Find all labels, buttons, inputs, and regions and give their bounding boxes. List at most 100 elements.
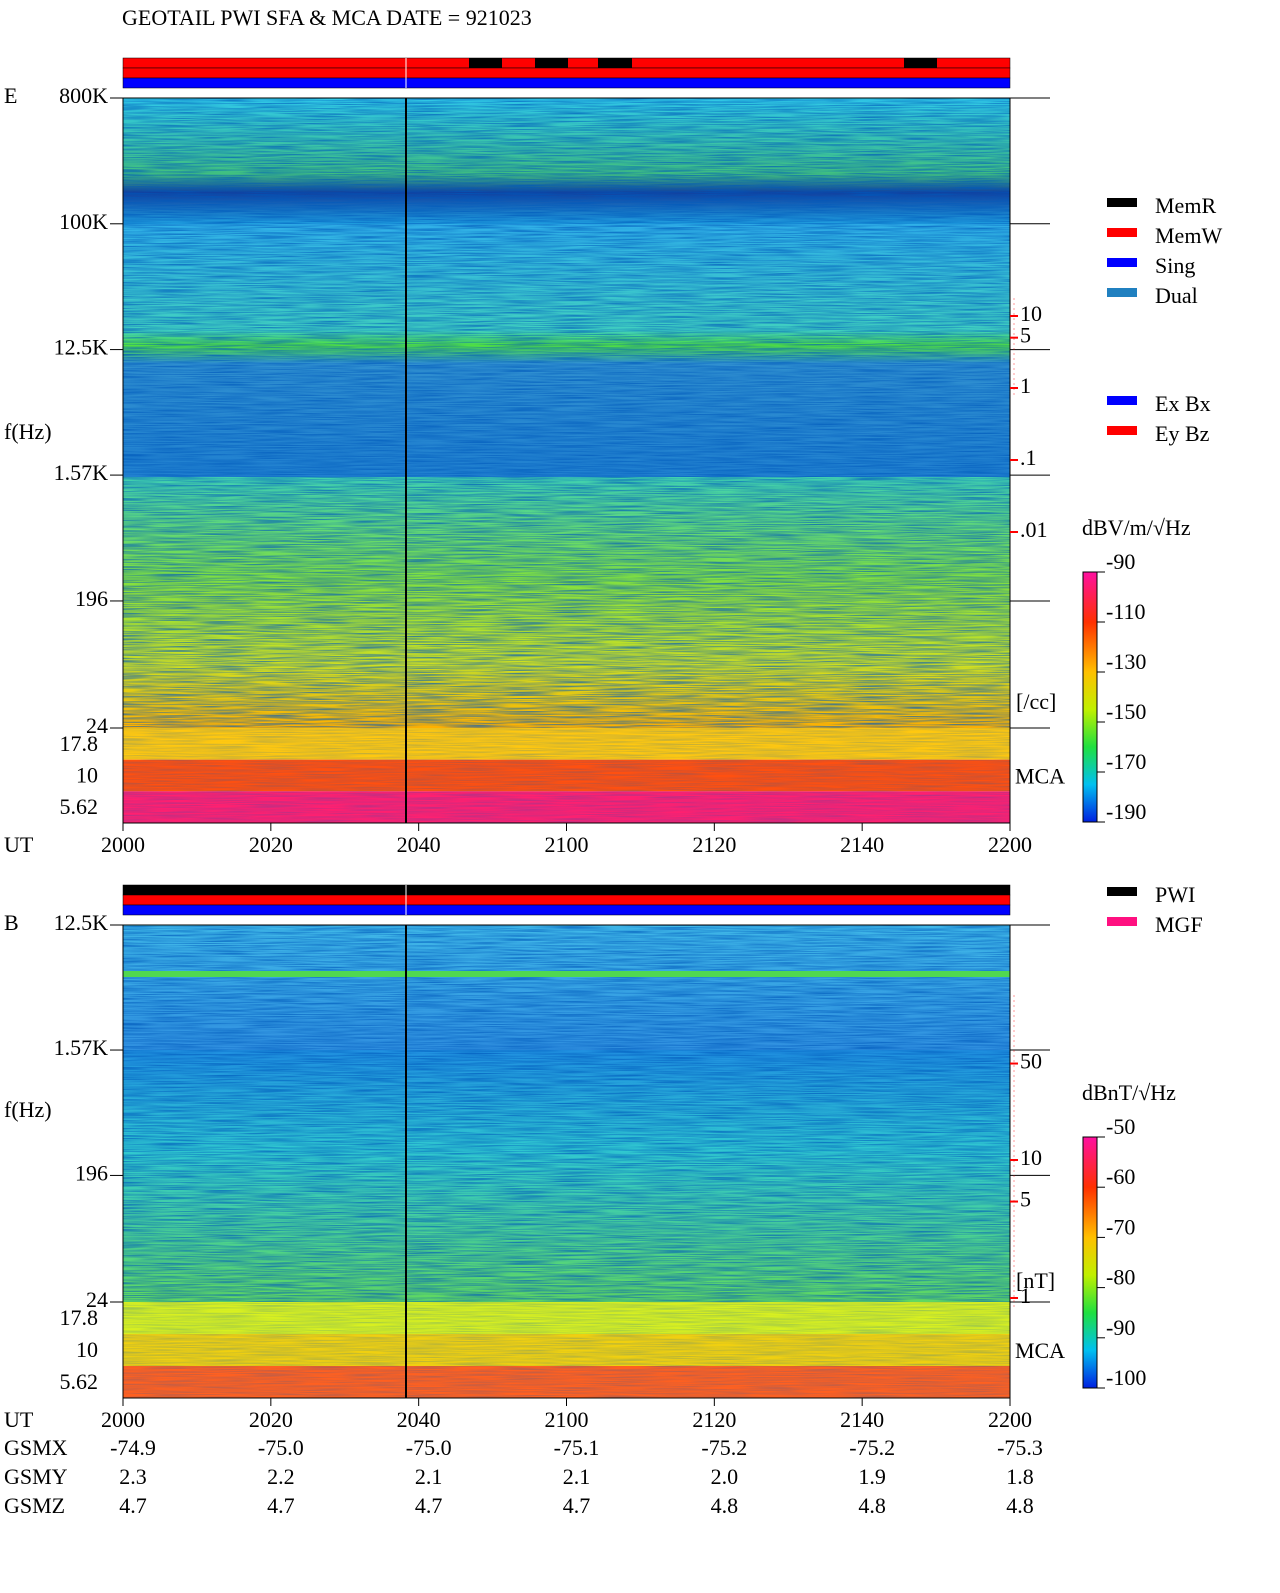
x-tick-label: 2100 — [545, 1407, 589, 1432]
mca-channel-label: 10 — [76, 763, 98, 788]
legend-label: Ex Bx — [1155, 391, 1211, 416]
right-scale-label: .1 — [1020, 445, 1037, 470]
orbit-value: 2.2 — [267, 1464, 295, 1489]
mca-noise — [123, 728, 1010, 760]
status-bar — [122, 894, 1011, 906]
colorbar — [1082, 1136, 1098, 1389]
orbit-value: 2.1 — [563, 1464, 591, 1489]
orbit-value: 2.3 — [119, 1464, 147, 1489]
y-tick-label: 24 — [86, 1287, 108, 1312]
spectrogram-noise — [123, 224, 1010, 477]
legend-swatch — [1107, 198, 1137, 207]
orbit-value: 4.7 — [119, 1493, 147, 1518]
x-tick-label: 2020 — [249, 832, 293, 857]
y-tick-label: 1.57K — [54, 460, 109, 485]
orbit-value: -75.0 — [406, 1435, 452, 1460]
mca-channel-label: 5.62 — [60, 1369, 99, 1394]
orbit-value: -75.0 — [258, 1435, 304, 1460]
mca-noise — [123, 1302, 1010, 1334]
spectrogram-noise — [123, 1050, 1010, 1302]
colorbar-tick-label: -100 — [1106, 1365, 1146, 1390]
right-scale-label: 1 — [1020, 373, 1031, 398]
mca-channel-label: 17.8 — [60, 731, 99, 756]
x-tick-label: 2000 — [101, 1407, 145, 1432]
colorbar-tick-label: -150 — [1106, 699, 1146, 724]
colorbar — [1082, 571, 1098, 823]
orbit-value: 4.7 — [415, 1493, 443, 1518]
colorbar-tick-label: -60 — [1106, 1164, 1135, 1189]
orbit-value: 1.8 — [1006, 1464, 1034, 1489]
legend-swatch — [1107, 887, 1137, 896]
status-segment — [598, 58, 632, 68]
status-bar — [122, 884, 1011, 896]
y-tick-label: 24 — [86, 713, 108, 738]
legend-label: MGF — [1155, 912, 1203, 937]
panel-label: E — [4, 83, 17, 108]
orbit-value: 4.8 — [1006, 1493, 1034, 1518]
y-tick-label: 12.5K — [54, 335, 109, 360]
colorbar-tick-label: -80 — [1106, 1265, 1135, 1290]
mca-label: MCA — [1015, 1338, 1065, 1363]
mca-channel-label: 5.62 — [60, 794, 99, 819]
right-scale-label: 10 — [1020, 301, 1042, 326]
colorbar-tick-label: -190 — [1106, 799, 1146, 824]
title: GEOTAIL PWI SFA & MCA DATE = 921023 — [122, 5, 532, 30]
right-scale-label: 10 — [1020, 1145, 1042, 1170]
y-tick-label: 1.57K — [54, 1035, 109, 1060]
right-scale-label: 50 — [1020, 1049, 1042, 1074]
orbit-value: 4.7 — [267, 1493, 295, 1518]
spectrogram-noise — [123, 98, 1010, 224]
x-tick-label: 2100 — [545, 832, 589, 857]
colorbar-tick-label: -170 — [1106, 749, 1146, 774]
orbit-value: -75.2 — [849, 1435, 895, 1460]
orbit-value: 2.0 — [711, 1464, 739, 1489]
colorbar-tick-label: -110 — [1106, 599, 1146, 624]
y-tick-label: 800K — [59, 83, 108, 108]
legend-label: MemW — [1155, 223, 1222, 248]
legend-swatch — [1107, 917, 1137, 926]
right-scale-label: 1 — [1020, 1283, 1031, 1308]
mca-label: MCA — [1015, 764, 1065, 789]
orbit-value: -75.2 — [701, 1435, 747, 1460]
status-segment — [904, 58, 937, 68]
legend-label: Sing — [1155, 253, 1195, 278]
colorbar-tick-label: -70 — [1106, 1214, 1135, 1239]
x-tick-label: 2200 — [988, 1407, 1032, 1432]
orbit-row-name: GSMX — [4, 1435, 68, 1460]
orbit-value: -74.9 — [110, 1435, 156, 1460]
status-segment — [469, 58, 502, 68]
x-tick-label: 2020 — [249, 1407, 293, 1432]
x-tick-label: 2120 — [692, 832, 736, 857]
legend-swatch — [1107, 228, 1137, 237]
y-tick-label: 196 — [75, 1160, 108, 1185]
legend-swatch — [1107, 258, 1137, 267]
legend-label: PWI — [1155, 882, 1195, 907]
emission-band — [123, 971, 1010, 977]
status-bar — [122, 67, 1011, 79]
legend-swatch — [1107, 288, 1137, 297]
y-axis-label: f(Hz) — [4, 419, 52, 444]
right-scale-label: 5 — [1020, 323, 1031, 348]
orbit-value: -75.1 — [554, 1435, 600, 1460]
orbit-row-name: GSMZ — [4, 1493, 65, 1518]
x-tick-label: 2040 — [397, 1407, 441, 1432]
legend-swatch — [1107, 396, 1137, 405]
mca-channel-label: 17.8 — [60, 1305, 99, 1330]
legend-label: Dual — [1155, 283, 1198, 308]
orbit-value: 4.7 — [563, 1493, 591, 1518]
colorbar-label: dBnT/√Hz — [1082, 1080, 1176, 1105]
mca-noise — [123, 791, 1010, 823]
orbit-value: 4.8 — [711, 1493, 739, 1518]
x-tick-label: 2140 — [840, 832, 884, 857]
status-bar — [122, 904, 1011, 916]
mca-noise — [123, 1334, 1010, 1366]
mca-channel-label: 10 — [76, 1337, 98, 1362]
status-bar — [122, 77, 1011, 89]
status-segment — [535, 58, 568, 68]
x-tick-label: 2040 — [397, 832, 441, 857]
panel-label: B — [4, 910, 19, 935]
orbit-value: -75.3 — [997, 1435, 1043, 1460]
right-scale-unit: [nT] — [1016, 1268, 1055, 1293]
legend-label: MemR — [1155, 193, 1216, 218]
